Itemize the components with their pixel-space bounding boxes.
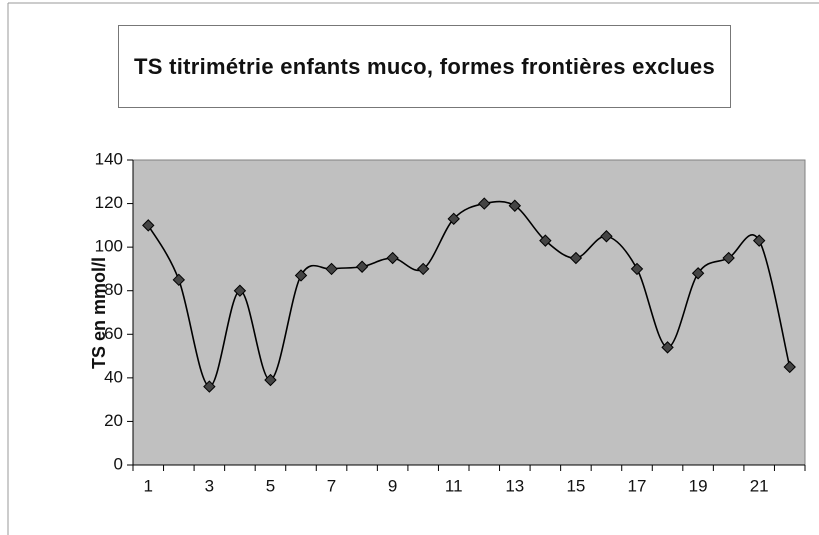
point-marker xyxy=(569,251,583,265)
y-tick-label: 80 xyxy=(104,280,123,299)
point-marker xyxy=(722,251,735,265)
x-tick-label: 5 xyxy=(266,476,275,495)
point-marker xyxy=(294,269,308,282)
x-tick-label: 15 xyxy=(566,476,585,495)
point-marker xyxy=(386,251,399,265)
y-tick-label: 100 xyxy=(95,237,123,256)
point-marker xyxy=(661,341,674,354)
point-marker xyxy=(539,234,552,247)
x-tick-label: 1 xyxy=(144,476,153,495)
point-marker xyxy=(203,380,216,393)
y-tick-label: 140 xyxy=(95,149,123,168)
point-marker xyxy=(478,197,491,210)
x-tick-label: 17 xyxy=(628,476,647,495)
x-tick-label: 3 xyxy=(205,476,214,495)
point-marker xyxy=(325,262,338,276)
point-marker xyxy=(172,273,186,287)
y-tick-label: 0 xyxy=(114,454,123,473)
y-tick-label: 20 xyxy=(104,411,123,430)
x-tick-label: 21 xyxy=(750,476,769,495)
point-marker xyxy=(752,234,766,247)
point-marker xyxy=(508,199,522,212)
point-marker xyxy=(233,284,247,297)
x-tick-label: 19 xyxy=(689,476,708,495)
chart-title: TS titrimétrie enfants muco, formes fron… xyxy=(118,25,731,108)
x-tick-label: 7 xyxy=(327,476,336,495)
point-marker xyxy=(600,230,613,243)
point-marker xyxy=(447,212,460,226)
y-axis-label: TS en mmol/l xyxy=(89,257,109,369)
point-marker xyxy=(783,360,796,374)
x-tick-label: 13 xyxy=(505,476,524,495)
point-marker xyxy=(142,219,155,232)
x-tick-label: 11 xyxy=(445,476,463,495)
point-marker xyxy=(630,262,644,276)
series-line xyxy=(147,200,791,388)
y-tick-label: 60 xyxy=(104,324,123,343)
point-marker xyxy=(355,260,369,273)
x-tick-label: 9 xyxy=(388,476,397,495)
y-tick-label: 120 xyxy=(95,193,123,212)
y-tick-label: 40 xyxy=(104,367,123,386)
point-marker xyxy=(691,267,705,280)
point-marker xyxy=(416,262,430,276)
point-marker xyxy=(264,373,277,387)
plot-area xyxy=(132,159,806,466)
